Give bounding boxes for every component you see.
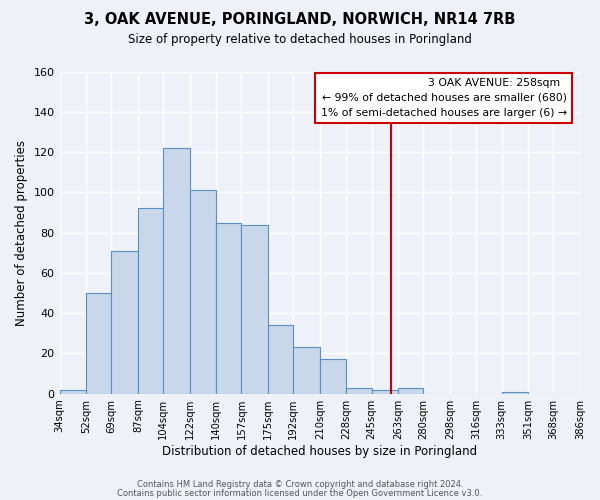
Text: 3 OAK AVENUE: 258sqm  
← 99% of detached houses are smaller (680)
1% of semi-det: 3 OAK AVENUE: 258sqm ← 99% of detached h… [321,78,567,118]
Bar [320,360,346,394]
Bar [502,392,528,394]
Bar [398,388,423,394]
Bar [59,390,86,394]
Bar [241,224,268,394]
Text: Contains HM Land Registry data © Crown copyright and database right 2024.: Contains HM Land Registry data © Crown c… [137,480,463,489]
Bar [293,348,320,394]
Bar [371,390,398,394]
Bar [163,148,190,394]
Y-axis label: Number of detached properties: Number of detached properties [15,140,28,326]
Text: Size of property relative to detached houses in Poringland: Size of property relative to detached ho… [128,32,472,46]
Text: 3, OAK AVENUE, PORINGLAND, NORWICH, NR14 7RB: 3, OAK AVENUE, PORINGLAND, NORWICH, NR14… [85,12,515,28]
X-axis label: Distribution of detached houses by size in Poringland: Distribution of detached houses by size … [162,444,478,458]
Bar [346,388,371,394]
Bar [86,293,111,394]
Bar [111,250,138,394]
Bar [138,208,163,394]
Bar [268,325,293,394]
Bar [216,222,241,394]
Text: Contains public sector information licensed under the Open Government Licence v3: Contains public sector information licen… [118,489,482,498]
Bar [190,190,216,394]
